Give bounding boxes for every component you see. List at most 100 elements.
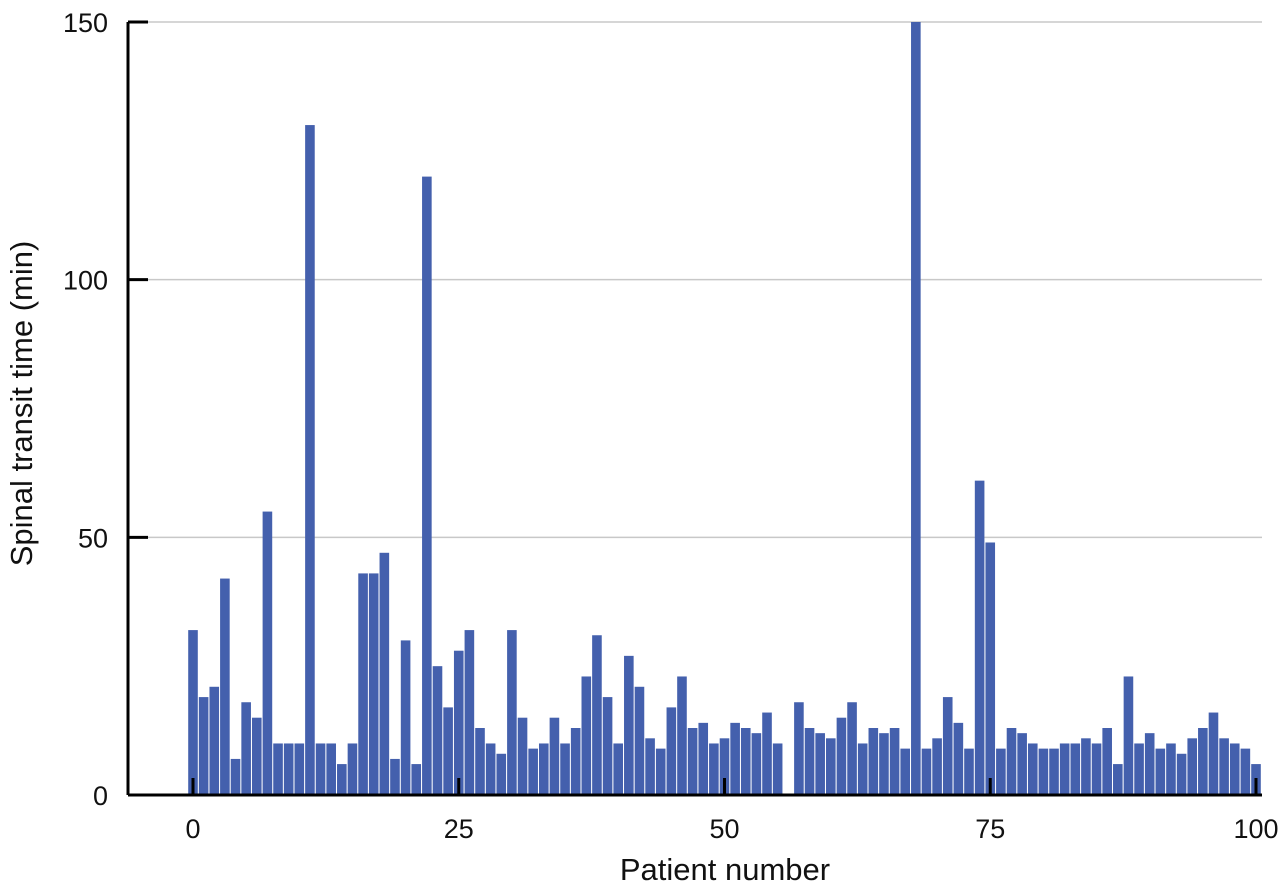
bar — [953, 722, 964, 795]
bar — [220, 578, 230, 795]
bar — [602, 697, 613, 795]
x-tick-label: 75 — [975, 814, 1005, 844]
bar — [1208, 712, 1219, 795]
bar — [358, 573, 368, 795]
bar — [305, 125, 315, 796]
x-tick-label: 0 — [185, 814, 200, 844]
bar — [1081, 738, 1091, 795]
bar — [528, 748, 538, 795]
bar — [794, 702, 804, 795]
bar — [804, 728, 815, 795]
bar — [1006, 728, 1017, 795]
bar — [538, 743, 549, 795]
bar — [1113, 764, 1123, 795]
bar — [1219, 738, 1229, 795]
bar — [1176, 753, 1187, 795]
bar — [889, 728, 900, 795]
bar — [1038, 748, 1049, 795]
bar — [1155, 748, 1166, 795]
bar — [283, 743, 294, 795]
bar — [1049, 748, 1059, 795]
bar — [1070, 743, 1081, 795]
bar — [1027, 743, 1038, 795]
bar — [921, 748, 932, 795]
bar — [911, 22, 921, 795]
bar — [815, 733, 825, 795]
bar — [209, 686, 220, 795]
bar — [1123, 676, 1134, 795]
bar — [730, 722, 740, 795]
bar — [666, 707, 677, 795]
bar — [1240, 748, 1251, 795]
bar — [251, 717, 262, 795]
bar — [1144, 733, 1155, 795]
bar — [432, 666, 443, 795]
bar — [1059, 743, 1070, 795]
bar — [719, 738, 730, 795]
y-tick-label: 100 — [63, 266, 108, 296]
bar — [198, 697, 209, 795]
bar — [379, 552, 390, 795]
bar — [900, 748, 911, 795]
bar — [709, 743, 719, 795]
y-axis-ticks: 0 50 100 150 — [63, 8, 148, 811]
bar — [368, 573, 379, 795]
bar — [1198, 728, 1208, 795]
grid-lines — [128, 21, 1262, 539]
bar — [1017, 733, 1027, 795]
bar — [188, 630, 198, 795]
bar — [847, 702, 857, 795]
bar — [868, 728, 879, 795]
bars — [188, 22, 1261, 796]
bar — [326, 743, 336, 795]
y-tick-label: 50 — [78, 523, 108, 553]
bar — [964, 748, 974, 795]
bar — [879, 733, 889, 795]
bar — [400, 640, 411, 795]
bar — [655, 748, 666, 795]
bar — [230, 758, 241, 795]
bar — [751, 733, 762, 795]
bar — [337, 764, 347, 795]
axes — [126, 22, 1262, 797]
bar — [453, 650, 464, 795]
bar — [581, 676, 592, 795]
x-tick-label: 50 — [709, 814, 739, 844]
bar — [624, 655, 634, 795]
bar — [241, 702, 251, 795]
bar — [464, 630, 475, 795]
bar — [836, 717, 847, 795]
bar — [262, 511, 273, 795]
bar — [294, 743, 305, 795]
bar — [974, 480, 985, 795]
bar — [517, 717, 528, 795]
bar — [507, 630, 517, 795]
x-tick-label: 25 — [444, 814, 474, 844]
bar — [390, 758, 400, 795]
bar — [549, 717, 560, 795]
bar — [857, 743, 868, 795]
bar — [698, 722, 709, 795]
bar — [347, 743, 358, 795]
bar — [422, 176, 432, 796]
y-tick-label: 0 — [93, 781, 108, 811]
bar — [560, 743, 570, 795]
bar — [772, 743, 783, 795]
x-axis-title: Patient number — [620, 852, 830, 887]
bar — [1134, 743, 1144, 795]
bar — [932, 738, 942, 795]
y-tick-label: 150 — [63, 8, 108, 38]
bar — [496, 753, 507, 795]
bar — [677, 676, 687, 795]
bar — [1229, 743, 1240, 795]
bar — [1187, 738, 1198, 795]
bar — [985, 542, 996, 795]
y-axis-title: Spinal transit time (min) — [4, 241, 39, 567]
bar — [315, 743, 326, 795]
bar — [411, 764, 422, 795]
bar — [485, 743, 496, 795]
bar — [634, 686, 645, 795]
bar — [570, 728, 581, 795]
bar — [996, 748, 1006, 795]
